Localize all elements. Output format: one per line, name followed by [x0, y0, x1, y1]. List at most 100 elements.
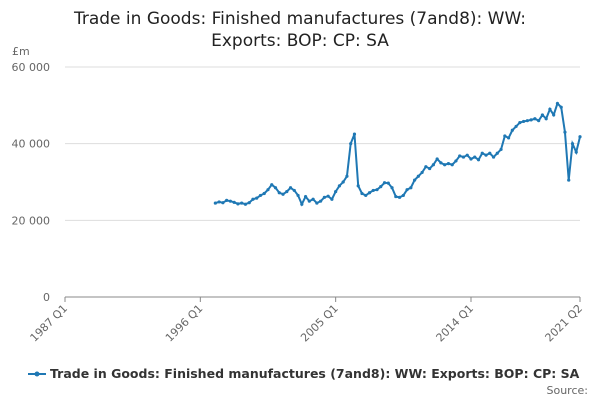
data-point	[491, 155, 496, 159]
data-point	[450, 163, 454, 167]
data-point	[548, 107, 552, 111]
data-point	[303, 194, 308, 199]
data-point	[518, 120, 522, 125]
data-point	[525, 119, 529, 123]
data-point	[285, 189, 289, 194]
data-point	[326, 194, 330, 198]
data-point	[266, 188, 270, 192]
data-point	[315, 201, 319, 205]
x-tick-label: 1996 Q1	[163, 302, 206, 345]
data-point	[405, 188, 409, 192]
data-point	[247, 201, 251, 205]
data-point	[228, 199, 233, 203]
data-point	[292, 188, 296, 193]
data-point	[458, 154, 462, 158]
data-point	[567, 178, 571, 182]
data-point	[382, 181, 387, 185]
data-point	[499, 147, 503, 152]
data-point	[394, 194, 398, 199]
data-point	[379, 185, 383, 189]
data-point	[390, 186, 394, 190]
data-point	[345, 174, 349, 178]
y-tick-label: 0	[43, 291, 50, 304]
data-point	[251, 197, 255, 201]
data-point	[578, 135, 582, 139]
data-point	[488, 151, 492, 155]
data-point	[307, 199, 311, 203]
data-point	[552, 113, 556, 117]
data-point	[461, 155, 466, 159]
data-point	[540, 113, 545, 117]
data-point	[217, 200, 221, 204]
data-point	[277, 191, 281, 195]
data-point	[322, 195, 326, 199]
data-point	[236, 202, 240, 206]
data-point	[574, 150, 578, 154]
y-tick-label: 40 000	[12, 138, 51, 151]
data-point	[213, 201, 217, 205]
data-point	[412, 178, 417, 182]
data-point	[533, 117, 537, 121]
data-point	[454, 159, 458, 163]
data-point	[473, 155, 477, 159]
series-line	[215, 101, 581, 207]
data-point	[401, 193, 405, 198]
data-point	[397, 195, 402, 199]
data-point	[529, 118, 533, 122]
data-point	[319, 199, 323, 203]
data-point	[349, 142, 353, 146]
data-point	[258, 193, 263, 198]
data-point	[510, 128, 514, 132]
data-point	[273, 186, 278, 190]
data-point	[341, 180, 345, 184]
source: Source:	[547, 384, 589, 397]
data-point	[514, 124, 518, 129]
data-point	[506, 136, 511, 140]
data-point	[443, 163, 447, 167]
legend-marker	[34, 371, 40, 377]
data-point	[465, 153, 469, 157]
data-point	[225, 198, 229, 202]
data-point	[352, 132, 357, 136]
data-point	[255, 196, 259, 200]
data-point	[334, 189, 338, 194]
data-point	[555, 101, 560, 106]
data-point	[409, 186, 413, 190]
data-point	[296, 193, 300, 198]
x-tick-label: 2014 Q1	[434, 302, 477, 345]
x-tick-label: 2005 Q1	[298, 302, 341, 345]
data-point	[375, 188, 379, 192]
data-point	[484, 153, 488, 157]
data-point	[439, 161, 443, 165]
data-point	[281, 192, 285, 196]
chart-title: Trade in Goods: Finished manufactures (7…	[73, 9, 527, 51]
data-point	[367, 191, 372, 195]
data-point	[221, 201, 225, 205]
data-point	[446, 162, 451, 166]
data-point	[386, 181, 390, 185]
data-point	[243, 202, 248, 206]
data-point	[570, 142, 575, 146]
data-point	[371, 188, 375, 193]
data-point	[559, 105, 563, 109]
data-point	[240, 201, 244, 205]
data-point	[330, 197, 334, 201]
data-point	[522, 119, 526, 124]
data-point	[416, 174, 420, 178]
x-tick-label: 1987 Q1	[28, 302, 71, 345]
data-point	[424, 165, 428, 169]
data-point	[300, 202, 304, 206]
data-point	[431, 163, 435, 167]
data-point	[288, 186, 293, 190]
legend-label[interactable]: Trade in Goods: Finished manufactures (7…	[50, 366, 580, 381]
data-point	[356, 184, 360, 188]
y-unit: £m	[12, 45, 30, 58]
x-tick-label: 2021 Q2	[543, 302, 586, 345]
data-point	[544, 117, 548, 121]
data-point	[232, 200, 236, 204]
y-tick-label: 20 000	[12, 214, 51, 227]
data-point	[495, 151, 499, 155]
data-point	[337, 184, 342, 188]
